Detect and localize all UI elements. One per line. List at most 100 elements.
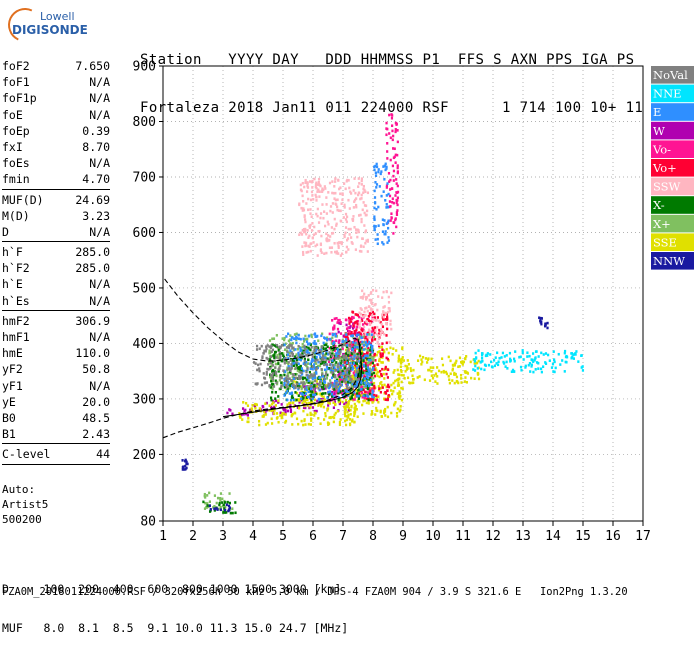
data-point-noval: [261, 355, 264, 358]
data-point-ssw: [355, 231, 358, 234]
data-point-e: [373, 228, 376, 232]
data-point-x+: [330, 342, 333, 345]
data-point-vo-: [394, 153, 397, 157]
data-point-vo+: [373, 326, 377, 329]
data-point-x-: [324, 392, 327, 395]
data-point-w: [284, 411, 287, 414]
data-point-sse: [397, 359, 400, 363]
data-point-noval: [274, 366, 277, 369]
data-point-e: [377, 205, 380, 209]
data-point-sse: [421, 360, 424, 364]
data-point-x-: [332, 372, 335, 376]
data-point-noval: [325, 358, 328, 362]
data-point-ssw: [309, 208, 312, 211]
data-point-vo+: [354, 321, 357, 324]
data-point-noval: [275, 381, 278, 385]
param-value: N/A: [89, 75, 110, 90]
data-point-ssw: [381, 313, 384, 317]
data-point-noval: [270, 344, 273, 348]
data-point-e: [365, 354, 369, 357]
data-point-e: [302, 369, 305, 373]
data-point-sse: [308, 401, 311, 405]
data-point-vo-: [356, 325, 359, 329]
data-point-nne: [503, 355, 506, 358]
data-point-ssw: [340, 241, 343, 244]
data-point-w: [265, 401, 268, 405]
data-point-e: [313, 342, 316, 346]
data-point-sse: [257, 419, 261, 423]
data-point-ssw: [309, 249, 312, 253]
data-point-ssw: [362, 184, 366, 188]
data-point-e: [338, 385, 342, 389]
data-point-sse: [315, 385, 319, 388]
data-point-sse: [399, 365, 402, 369]
data-point-x+: [275, 374, 278, 378]
data-point-vo+: [356, 322, 359, 326]
data-point-nne: [534, 368, 537, 371]
data-point-x+: [338, 365, 341, 369]
legend-swatch: [651, 66, 694, 84]
data-point-vo+: [378, 387, 381, 390]
data-point-ssw: [319, 249, 323, 253]
data-point-x+: [347, 376, 350, 380]
data-point-sse: [361, 382, 364, 385]
data-point-vo+: [385, 356, 388, 360]
data-point-ssw: [379, 333, 382, 336]
data-point-sse: [347, 406, 351, 410]
data-point-nne: [580, 366, 583, 369]
data-point-e: [298, 382, 301, 386]
data-point-sse: [319, 403, 322, 406]
data-point-noval: [273, 359, 276, 363]
data-point-sse: [369, 363, 372, 367]
data-point-x+: [301, 381, 304, 385]
data-point-x-: [280, 352, 283, 355]
ionogram-chart: 1 2 3 4 5 6 7 8 9 10 11 12 13 14 15 16 17802003004005006…: [133, 60, 694, 544]
data-point-e: [372, 366, 375, 370]
data-point-ssw: [309, 223, 312, 227]
param-name: C-level: [2, 447, 51, 462]
y-tick-label: 300: [133, 392, 156, 407]
data-point-x+: [206, 494, 209, 497]
data-point-ssw: [314, 193, 317, 197]
data-point-sse: [453, 371, 456, 375]
data-point-noval: [343, 378, 346, 381]
data-point-nne: [529, 370, 532, 373]
data-point-ssw: [312, 233, 316, 237]
data-point-x-: [274, 390, 277, 394]
data-point-nne: [490, 360, 493, 364]
data-point-nne: [500, 356, 503, 359]
data-point-x-: [293, 355, 297, 358]
data-point-nne: [486, 352, 489, 355]
param-row: B1 2.43: [2, 426, 110, 442]
data-point-nne: [533, 358, 536, 362]
data-point-sse: [277, 399, 280, 403]
param-row: foF1p N/A: [2, 90, 110, 106]
data-point-e: [289, 398, 293, 402]
data-point-sse: [344, 405, 347, 408]
data-point-sse: [381, 361, 384, 364]
data-point-noval: [259, 362, 262, 366]
data-point-e: [286, 382, 290, 386]
data-point-vo-: [392, 232, 395, 235]
data-point-nne: [551, 362, 555, 366]
data-point-sse: [351, 418, 354, 422]
data-point-nne: [542, 365, 545, 369]
data-point-noval: [303, 386, 307, 390]
data-point-e: [385, 203, 388, 206]
data-point-noval: [317, 382, 320, 386]
data-point-x-: [292, 364, 295, 367]
data-point-sse: [420, 362, 423, 366]
data-point-ssw: [303, 241, 306, 244]
data-point-ssw: [330, 246, 334, 249]
data-point-ssw: [364, 190, 367, 194]
data-point-noval: [342, 355, 345, 359]
data-point-vo-: [331, 339, 334, 343]
data-point-x+: [339, 352, 342, 355]
param-row: foF1 N/A: [2, 74, 110, 90]
data-point-nne: [534, 357, 537, 360]
data-point-noval: [341, 360, 344, 363]
data-point-e: [329, 368, 332, 372]
data-point-x+: [212, 506, 215, 509]
data-point-ssw: [383, 305, 386, 308]
data-point-e: [375, 165, 379, 169]
